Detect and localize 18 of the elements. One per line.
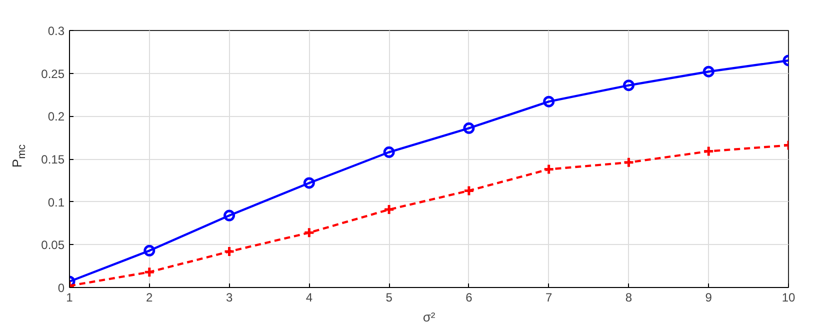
x-tick-label: 2 — [146, 290, 154, 304]
x-tick-label: 5 — [386, 290, 393, 304]
x-tick-label: 4 — [306, 290, 313, 304]
y-tick-label: 0.05 — [41, 238, 65, 252]
x-tick-label: 9 — [705, 290, 712, 304]
x-tick-label: 6 — [466, 290, 473, 304]
y-tick-label: 0.1 — [48, 195, 65, 210]
x-tick-label: 8 — [625, 290, 632, 304]
x-tick-label: 3 — [226, 290, 233, 304]
y-tick-label: 0.3 — [48, 24, 65, 38]
y-tick-label: 0.2 — [48, 110, 65, 124]
y-tick-label: 0.15 — [41, 152, 65, 166]
x-tick-label: 1 — [66, 290, 74, 304]
y-tick-label: 0 — [58, 281, 65, 295]
y-tick-label: 0.25 — [41, 66, 65, 81]
x-axis-title: σ² — [422, 310, 436, 324]
x-tick-label: 7 — [545, 290, 552, 304]
x-tick-label: 10 — [782, 290, 796, 304]
